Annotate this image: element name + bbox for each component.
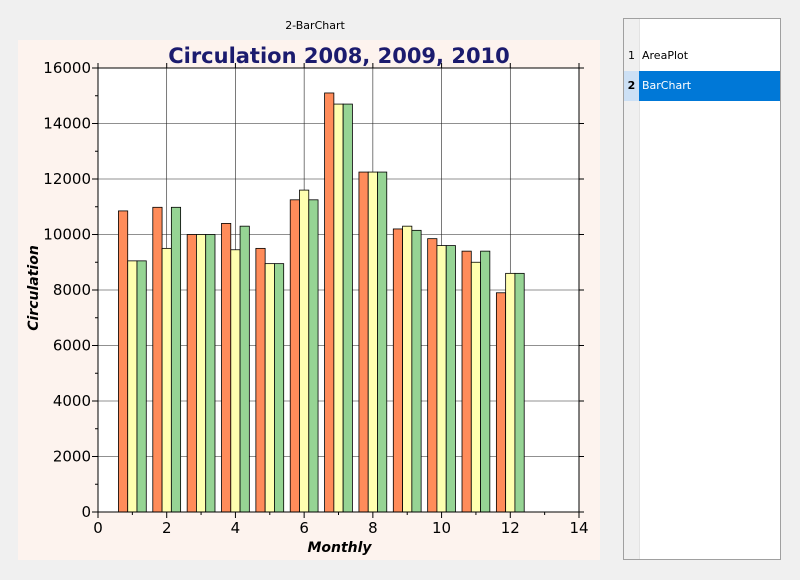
- list-item-barchart[interactable]: 2 BarChart: [624, 71, 780, 101]
- y-axis-title: Circulation: [26, 245, 42, 331]
- bar-chart: Monthly Circulation 02000400060008000100…: [26, 44, 589, 556]
- y-tick-label: 16000: [43, 59, 91, 77]
- list-item-number: 1: [628, 49, 635, 62]
- bar-s3-m8: [377, 171, 388, 513]
- bar-s2-m10: [436, 245, 447, 513]
- bar-s1-m6: [289, 199, 300, 513]
- window-caption: 2-BarChart: [285, 19, 345, 32]
- bar-s3-m11: [480, 250, 491, 513]
- bar-s2-m12: [505, 272, 516, 513]
- y-tick-label: 6000: [53, 337, 91, 355]
- bar-s2-m11: [470, 261, 481, 513]
- bar-s2-m8: [367, 171, 378, 513]
- list-gutter: [624, 19, 640, 559]
- bar-s1-m11: [461, 250, 472, 513]
- bar-s3-m4: [239, 225, 250, 513]
- bar-s2-m7: [333, 103, 344, 513]
- y-tick-label: 0: [81, 503, 91, 521]
- x-tick-label: 12: [501, 519, 520, 537]
- bar-s3-m9: [411, 229, 422, 513]
- bar-s1-m3: [186, 234, 197, 513]
- x-axis-title: Monthly: [307, 540, 372, 556]
- x-tick-label: 0: [93, 519, 103, 537]
- bar-s1-m2: [152, 206, 163, 513]
- x-tick-label: 6: [299, 519, 309, 537]
- bar-s3-m6: [308, 199, 319, 513]
- list-item-label: AreaPlot: [642, 49, 689, 62]
- bar-s1-m9: [392, 228, 403, 513]
- bars: [118, 92, 525, 513]
- chart-title: Circulation 2008, 2009, 2010: [168, 44, 510, 68]
- bar-s1-m7: [324, 92, 335, 513]
- bar-s3-m1: [136, 260, 147, 513]
- bar-s2-m6: [299, 189, 310, 513]
- y-tick-label: 14000: [43, 115, 91, 133]
- plot-frame: [97, 67, 580, 513]
- bar-s3-m3: [205, 234, 216, 513]
- y-tick-label: 4000: [53, 392, 91, 410]
- bar-s2-m9: [402, 225, 413, 513]
- y-tick-label: 2000: [53, 448, 91, 466]
- bar-s2-m4: [230, 249, 241, 513]
- bar-s2-m5: [264, 263, 275, 513]
- bar-s3-m7: [342, 103, 353, 513]
- bar-s3-m2: [170, 206, 182, 513]
- selection-highlight: [639, 71, 780, 101]
- bar-s1-m1: [118, 210, 129, 513]
- bar-s2-m3: [196, 234, 207, 513]
- bar-s2-m1: [127, 260, 138, 513]
- bar-s1-m4: [221, 222, 232, 513]
- bar-s3-m10: [445, 245, 456, 513]
- y-tick-label: 8000: [53, 281, 91, 299]
- bar-s1-m12: [495, 292, 507, 513]
- bar-s1-m5: [255, 247, 266, 513]
- bar-s1-m10: [427, 238, 438, 513]
- x-tick-label: 2: [162, 519, 172, 537]
- x-tick-label: 8: [368, 519, 378, 537]
- x-tick-label: 14: [569, 519, 588, 537]
- bar-s1-m8: [358, 171, 369, 513]
- list-item-areaplot[interactable]: 1 AreaPlot: [624, 41, 780, 71]
- list-item-label: BarChart: [642, 79, 692, 92]
- y-tick-label: 10000: [43, 226, 91, 244]
- x-tick-label: 4: [231, 519, 241, 537]
- x-tick-label: 10: [432, 519, 451, 537]
- bar-s3-m5: [274, 263, 285, 513]
- chart-list[interactable]: 1 AreaPlot 2 BarChart: [623, 18, 781, 560]
- axes: 0 2000 4000 6000 8000 10000 12000 14000 16000 0 2 4…: [43, 59, 588, 537]
- list-item-number: 2: [624, 71, 639, 101]
- y-tick-label: 12000: [43, 170, 91, 188]
- bar-s3-m12: [514, 272, 525, 513]
- bar-s2-m2: [161, 247, 172, 513]
- bar-chart-panel: Monthly Circulation 0 2000 4000 6000 8000 100…: [18, 40, 600, 560]
